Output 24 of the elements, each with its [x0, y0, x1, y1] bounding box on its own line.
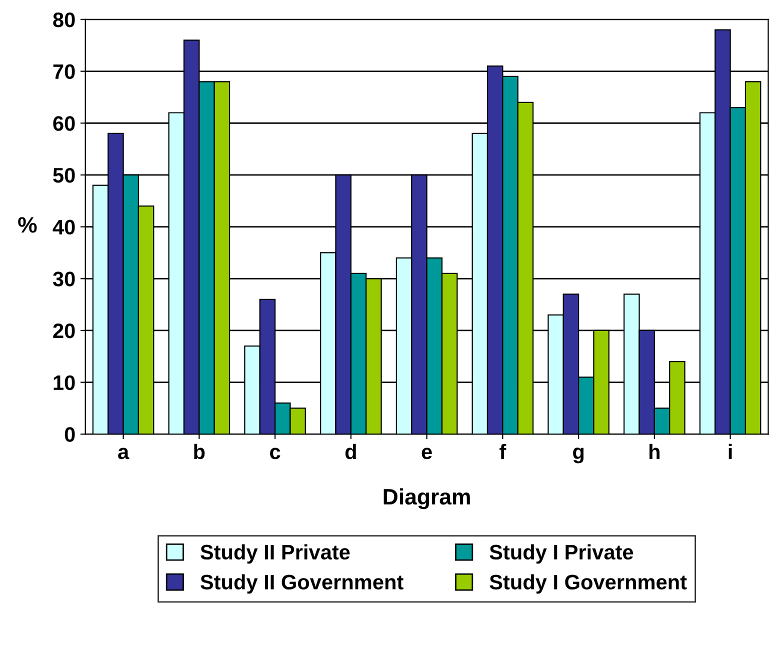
x-tick-label: c: [270, 448, 280, 460]
legend-label: Study II Government: [200, 574, 404, 594]
legend-label: Study I Private: [490, 544, 634, 564]
x-axis-title: Diagram: [384, 488, 470, 510]
legend-label: Study II Private: [200, 544, 350, 564]
x-tick-label: e: [422, 448, 432, 460]
legend-label: Study I Government: [490, 574, 687, 594]
x-tick-label: a: [118, 448, 130, 460]
x-tick-label: i: [728, 444, 732, 459]
y-tick-label: 60: [53, 116, 75, 131]
y-tick-label: 80: [53, 12, 75, 28]
y-tick-label: 30: [52, 272, 75, 286]
y-tick-label: 20: [53, 323, 75, 338]
y-tick-label: 40: [52, 220, 75, 235]
x-tick-label: d: [345, 444, 356, 460]
y-axis-title: %: [18, 217, 37, 233]
y-tick-label: 10: [54, 375, 75, 390]
y-tick-label: 0: [64, 427, 75, 442]
x-tick-label: b: [194, 444, 205, 460]
y-tick-label: 70: [53, 64, 75, 80]
x-tick-label: f: [500, 444, 506, 459]
x-tick-label: g: [573, 448, 584, 464]
x-tick-label: h: [650, 444, 660, 459]
y-tick-label: 50: [53, 168, 75, 183]
